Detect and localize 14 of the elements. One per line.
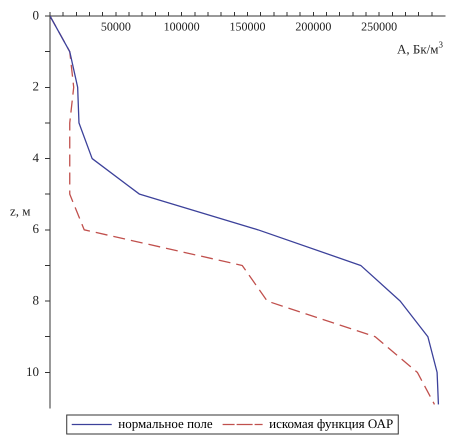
y-tick-label: 6	[32, 221, 40, 236]
x-tick-label: 100000	[164, 19, 200, 34]
x-tick-label: 150000	[230, 19, 266, 34]
y-tick-label: 8	[32, 292, 39, 308]
y-tick-label: 4	[32, 150, 40, 165]
legend-label: нормальное поле	[118, 416, 213, 431]
x-tick-label: 250000	[361, 19, 398, 34]
x-tick-label: 200000	[295, 19, 332, 34]
y-tick-label: 10	[26, 364, 39, 379]
x-tick-label: 50000	[100, 19, 131, 34]
legend-label: искомая функция ОАР	[269, 416, 394, 431]
y-tick-label: 0	[32, 7, 39, 22]
y-tick-label: 2	[32, 78, 39, 94]
y-axis-title: z, м	[10, 203, 30, 218]
